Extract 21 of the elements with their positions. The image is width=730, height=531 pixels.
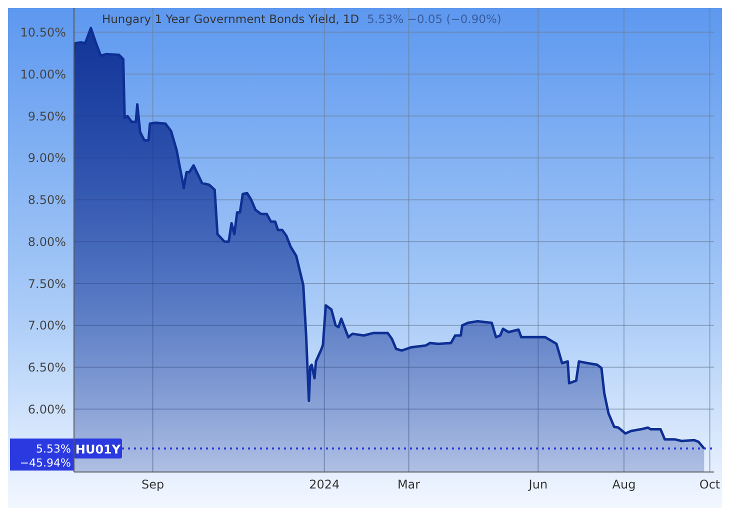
y-tick-label: 7.50%: [28, 276, 66, 291]
text: 5.53%: [36, 442, 71, 456]
y-tick-label: 10.50%: [20, 26, 66, 40]
y-tick-label: 8.50%: [28, 193, 66, 208]
y-tick-label: 6.50%: [28, 360, 66, 375]
x-tick-label: Jun: [528, 478, 548, 492]
y-tick-label: 10.00%: [20, 67, 66, 82]
chart-title: Hungary 1 Year Government Bonds Yield, 1D: [102, 12, 360, 26]
y-tick-label: 9.50%: [28, 109, 66, 124]
y-tick-label: 8.00%: [28, 234, 66, 249]
x-tick-label: Aug: [612, 478, 636, 492]
x-tick-label: Oct: [699, 478, 720, 492]
text: −45.94%: [20, 456, 71, 470]
y-tick-label: 9.00%: [28, 151, 66, 166]
x-tick-label: 2024: [309, 478, 340, 492]
y-tick-label: 6.00%: [28, 402, 66, 416]
x-tick-label: Mar: [397, 478, 420, 492]
chart-subtitle: 5.53% −0.05 (−0.90%): [367, 12, 502, 26]
x-tick-label: Sep: [141, 478, 164, 492]
ref-line-label: HU01Y: [75, 442, 121, 457]
y-tick-label: 7.00%: [28, 318, 66, 333]
